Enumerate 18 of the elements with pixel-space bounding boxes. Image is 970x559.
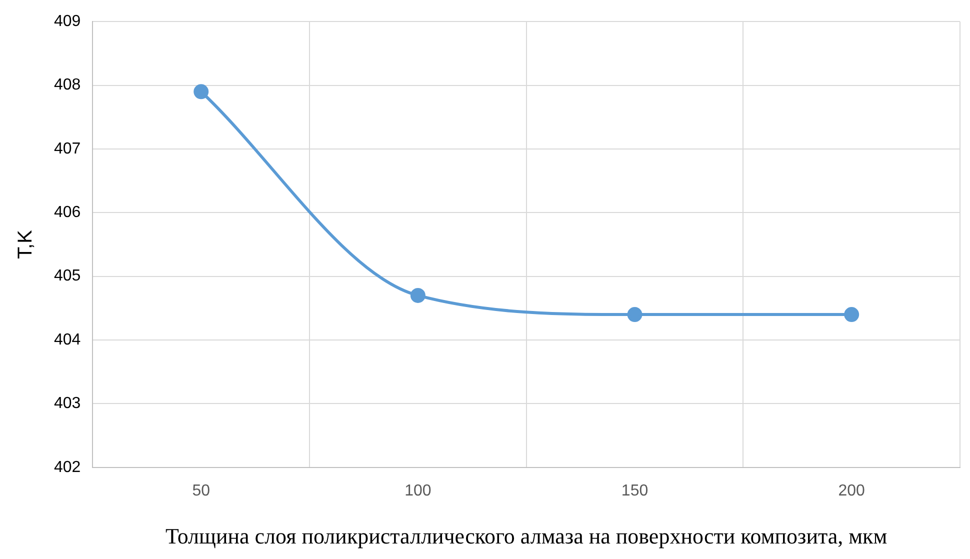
x-tick-label: 200 — [838, 482, 866, 500]
x-tick-label: 100 — [404, 482, 432, 500]
y-tick-label: 406 — [54, 204, 81, 222]
y-tick-label: 402 — [54, 458, 81, 476]
y-tick-label: 408 — [54, 76, 81, 94]
y-tick-label: 404 — [54, 331, 81, 348]
point — [410, 288, 426, 303]
x-axis-title: Толщина слоя поликристаллического алмаза на поверхности композита, мкм — [166, 524, 888, 549]
y-axis-title: T,K — [14, 229, 37, 259]
point — [194, 84, 209, 100]
point — [844, 307, 860, 322]
y-tick-label: 405 — [54, 268, 81, 285]
y-tick-label: 407 — [54, 140, 81, 158]
point — [627, 307, 642, 322]
y-tick-label: 409 — [54, 13, 81, 30]
x-tick-label: 150 — [621, 482, 648, 500]
y-tick-label: 403 — [54, 395, 81, 412]
x-tick-label: 50 — [192, 482, 210, 500]
